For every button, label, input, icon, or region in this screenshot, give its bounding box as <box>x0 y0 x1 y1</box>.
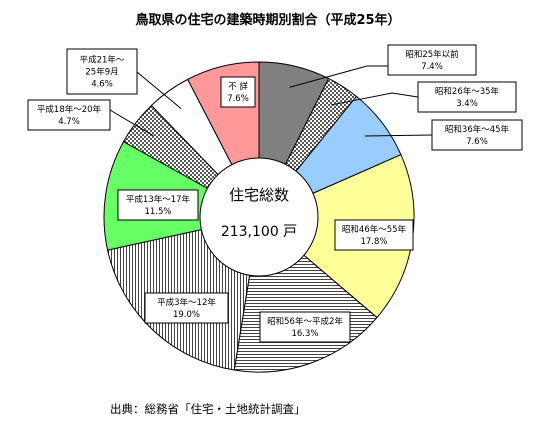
slice-label-box <box>27 99 111 131</box>
slice-value-label: 7.6% <box>227 94 249 104</box>
slice-name-label: 平成3年～12年 <box>157 297 216 308</box>
slice-label-box <box>220 76 256 108</box>
slice-label-box <box>334 219 414 251</box>
slice-name-label: 昭和46年～55年 <box>342 224 407 235</box>
slice-value-label: 19.0% <box>173 310 200 320</box>
slice-label-box <box>387 44 477 76</box>
slice-value-label: 4.6% <box>91 80 113 90</box>
slice-labels: 昭和25年以前 7.4% 昭和26年～35年 3.4% 昭和36年～45年 7.6% 昭和4… <box>27 44 523 343</box>
center-value: 213,100 戸 <box>221 224 297 240</box>
slice-name-label: 平成13年～17年 <box>126 194 191 205</box>
slice-name-label: 昭和25年以前 <box>405 49 459 60</box>
slice-value-label: 17.8% <box>360 237 387 247</box>
slice-label-box <box>66 48 138 95</box>
slice-label-box <box>417 81 517 113</box>
chart-title: 鳥取県の住宅の建築時期別割合（平成25年） <box>135 12 400 28</box>
leader-lines <box>109 65 433 137</box>
slice-value-label: 4.7% <box>58 117 80 127</box>
leader-line <box>109 109 154 137</box>
slice-label-box <box>144 292 229 324</box>
leader-line <box>331 92 419 106</box>
slice-name-label: 平成21年～ <box>80 55 125 66</box>
leader-line <box>364 134 433 137</box>
slice-name-label: 昭和26年～35年 <box>435 86 500 97</box>
slice-value-label: 16.3% <box>291 329 318 339</box>
slice-value-label: 7.6% <box>466 137 488 147</box>
slice-name-label: 25年9月 <box>85 67 118 78</box>
center-hole: 住宅総数 213,100 戸 <box>199 157 319 277</box>
slice-value-label: 3.4% <box>456 99 478 109</box>
slice-name-label: 昭和36年～45年 <box>445 124 510 135</box>
slice-value-label: 7.4% <box>421 62 443 72</box>
slice-name-label: 平成18年～20年 <box>37 104 102 115</box>
slice-value-label: 11.5% <box>144 207 171 217</box>
center-label: 住宅総数 <box>229 186 289 204</box>
leader-line <box>136 71 182 110</box>
slice-name-label: 不 詳 <box>228 81 248 92</box>
slice-label-box <box>117 189 199 221</box>
slice-label-box <box>259 311 351 343</box>
source-note: 出典：総務省「住宅・土地統計調査」 <box>110 402 306 416</box>
slice-label-box <box>431 119 523 151</box>
slice-name-label: 昭和56年～平成2年 <box>267 316 343 327</box>
